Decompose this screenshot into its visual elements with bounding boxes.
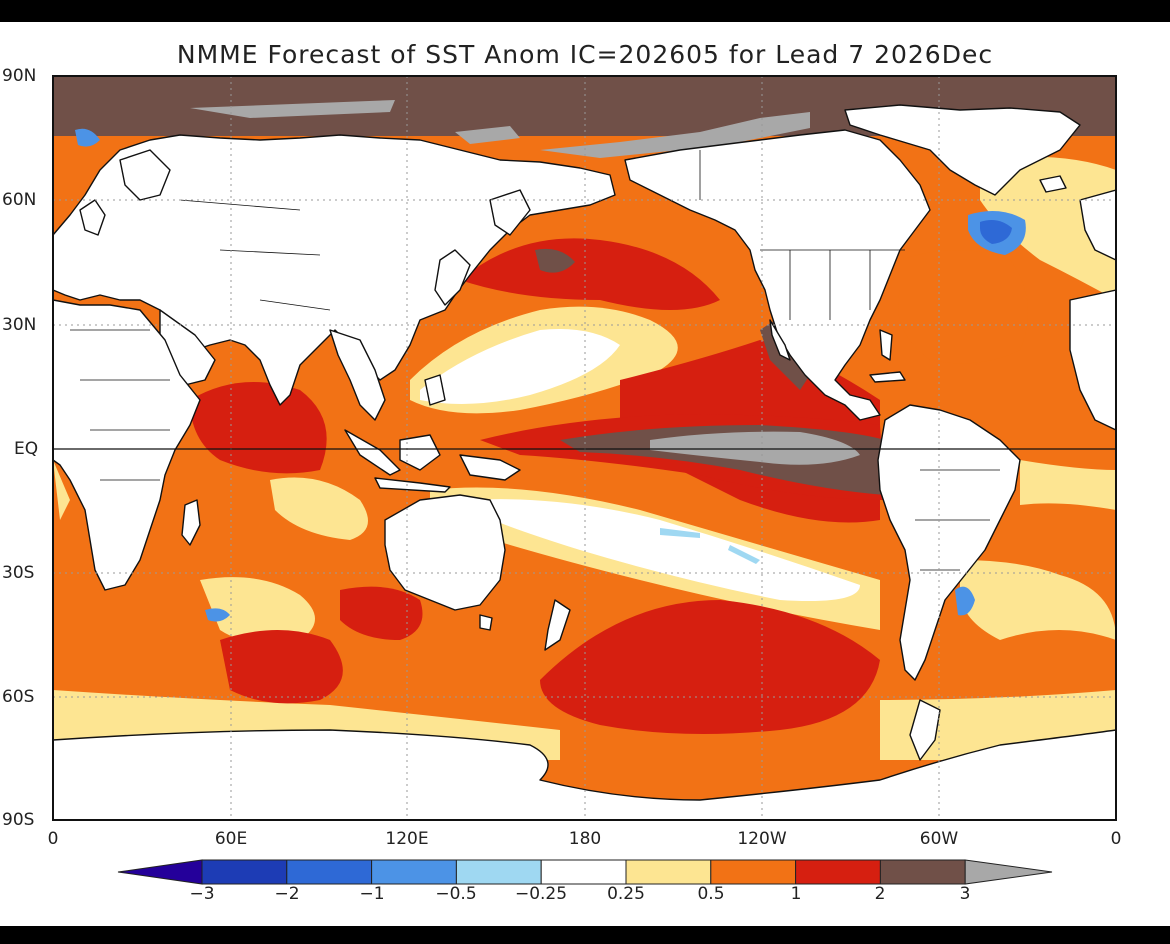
colorbar-label: −1 bbox=[359, 884, 385, 904]
us-state-lines bbox=[789, 250, 871, 320]
colorbar bbox=[117, 859, 1053, 885]
landmass-antarctica bbox=[53, 729, 1116, 820]
landmass-caribbean bbox=[869, 371, 906, 383]
lat-label-60s: 60S bbox=[2, 687, 35, 707]
south-atlantic-cool-spot bbox=[955, 586, 975, 616]
south-indian-warm-patch bbox=[220, 630, 343, 704]
lat-label-60n: 60N bbox=[2, 190, 37, 210]
spac-cool-spot bbox=[728, 545, 760, 564]
lon-label-180: 180 bbox=[568, 829, 602, 849]
npac-hot-core bbox=[535, 248, 575, 273]
colorbar-swatch bbox=[710, 859, 797, 885]
landmass-africa bbox=[53, 299, 201, 591]
landmass-iceland bbox=[1039, 175, 1067, 193]
ocean-mild-patch bbox=[1020, 460, 1116, 510]
africa-borders bbox=[70, 329, 170, 481]
ocean-mild-patch bbox=[980, 156, 1116, 300]
landmass-australia bbox=[384, 494, 506, 611]
landmass-uk bbox=[79, 199, 106, 236]
lon-label-60e: 60E bbox=[214, 829, 248, 849]
landmass-borneo bbox=[399, 434, 441, 471]
map-frame bbox=[52, 75, 1117, 821]
colorbar-label: −2 bbox=[274, 884, 300, 904]
arctic-grey-patch bbox=[455, 126, 520, 144]
arctic-grey-patch bbox=[190, 100, 395, 118]
colorbar-swatch bbox=[286, 859, 373, 885]
south-indian-cool-spot bbox=[205, 608, 230, 622]
landmass-kamchatka bbox=[489, 189, 531, 236]
lon-label-120w: 120W bbox=[737, 829, 787, 849]
landmass-greenland bbox=[844, 104, 1081, 196]
landmass-sumatra bbox=[344, 429, 401, 476]
landmass-japan bbox=[434, 249, 471, 306]
colorbar-label: −0.25 bbox=[514, 884, 568, 904]
equatorial-extreme-core bbox=[650, 431, 860, 465]
landmass-philippines bbox=[424, 374, 446, 406]
landmass-north-america bbox=[624, 129, 931, 421]
ocean-mild-patch bbox=[960, 560, 1116, 640]
lon-label-0: 0 bbox=[47, 829, 59, 849]
colorbar-label: −0.5 bbox=[435, 884, 477, 904]
lon-label-120e: 120E bbox=[385, 829, 429, 849]
labrador-cold-core bbox=[980, 220, 1012, 244]
ocean-warm-patch bbox=[898, 250, 1028, 364]
colorbar-label: 3 bbox=[959, 884, 971, 904]
colorbar-swatch bbox=[625, 859, 712, 885]
map-gridlines bbox=[53, 76, 1116, 820]
arctic-grey-patch bbox=[540, 112, 810, 158]
top-black-band bbox=[0, 0, 1170, 22]
landmass-madagascar bbox=[181, 499, 201, 546]
npac-neutral-tongue bbox=[420, 329, 620, 404]
landmass-south-america bbox=[877, 404, 1021, 681]
lat-label-eq: EQ bbox=[14, 439, 39, 459]
lat-label-90s: 90S bbox=[2, 810, 35, 830]
spac-warm-blob bbox=[540, 600, 880, 734]
lat-label-30s: 30S bbox=[2, 563, 35, 583]
lon-label-60w: 60W bbox=[919, 829, 959, 849]
arctic-cool-spot bbox=[75, 128, 100, 147]
colorbar-label: 2 bbox=[874, 884, 886, 904]
landmass-new-zealand bbox=[544, 599, 571, 651]
colorbar-extend-high bbox=[964, 859, 1053, 885]
lat-label-90n: 90N bbox=[2, 66, 37, 86]
landmass-europe-wrap bbox=[1079, 189, 1116, 261]
lat-label-30n: 30N bbox=[2, 315, 37, 335]
colorbar-label: 0.25 bbox=[607, 884, 645, 904]
south-america-borders bbox=[915, 469, 1000, 571]
landmass-florida bbox=[879, 329, 893, 361]
landmass-java bbox=[374, 477, 451, 493]
map-title: NMME Forecast of SST Anom IC=202605 for … bbox=[176, 40, 994, 69]
landmass-baja bbox=[769, 319, 791, 361]
bottom-black-band bbox=[0, 926, 1170, 944]
colorbar-label: −3 bbox=[189, 884, 215, 904]
landmass-indochina bbox=[329, 329, 386, 421]
asia-borders bbox=[179, 199, 331, 311]
colorbar-extend-low bbox=[117, 859, 203, 885]
colorbar-swatch bbox=[371, 859, 457, 885]
ocean-mild-patch bbox=[53, 460, 70, 520]
colorbar-swatch bbox=[540, 859, 627, 885]
spac-cool-spot bbox=[660, 528, 700, 538]
landmass-antarctic-peninsula bbox=[909, 699, 941, 761]
npac-warm-blob bbox=[460, 238, 720, 310]
colorbar-label: 0.5 bbox=[697, 884, 725, 904]
colorbar-label: 1 bbox=[790, 884, 802, 904]
indian-warm-patch bbox=[190, 382, 327, 474]
colorbar-swatch bbox=[795, 859, 881, 885]
ocean-mild-patch bbox=[270, 477, 368, 540]
landmass-new-guinea bbox=[459, 454, 521, 481]
colorbar-swatch bbox=[879, 859, 966, 885]
ocean-mild-patch bbox=[200, 577, 315, 644]
south-indian-warm-patch bbox=[340, 586, 423, 640]
landmass-scandinavia bbox=[119, 149, 171, 201]
colorbar-swatch bbox=[201, 859, 288, 885]
colorbar-swatch bbox=[455, 859, 542, 885]
lon-label-0-east: 0 bbox=[1110, 829, 1122, 849]
landmass-tasmania bbox=[479, 614, 493, 631]
